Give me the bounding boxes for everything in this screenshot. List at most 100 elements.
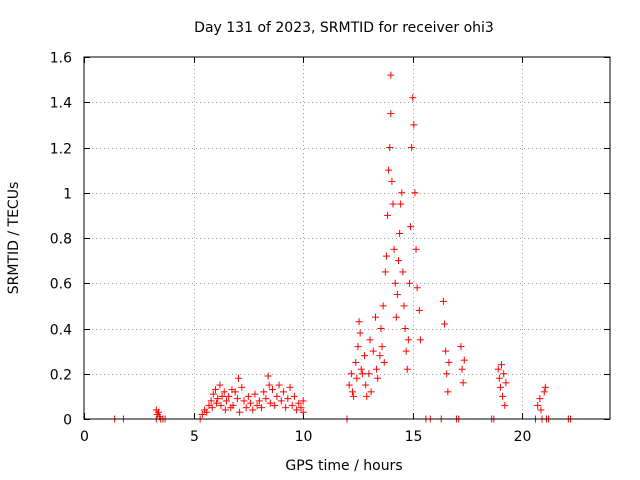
y-tick-label: 0.4 — [50, 323, 72, 339]
data-point — [358, 370, 366, 378]
data-point — [355, 318, 363, 326]
y-axis-title: SRMTID / TECUs — [6, 182, 22, 295]
data-point — [293, 406, 301, 414]
tick-labels: 0 5 10 15 20 0 0.2 0.4 0.6 0.8 1 1.2 1.4 1.6 — [50, 51, 532, 446]
data-point — [264, 372, 272, 380]
data-point — [268, 386, 276, 394]
data-point — [290, 392, 298, 400]
data-point — [265, 381, 273, 389]
data-point — [377, 325, 385, 332]
data-point — [238, 383, 246, 391]
data-point — [392, 313, 400, 321]
data-point — [499, 392, 507, 400]
data-point — [378, 343, 386, 351]
data-point — [299, 397, 307, 405]
data-point — [282, 404, 290, 412]
x-tick-label: 20 — [514, 429, 532, 445]
data-point — [443, 370, 451, 378]
data-point — [415, 306, 423, 314]
data-point — [387, 110, 395, 118]
data-point — [295, 399, 303, 407]
data-point — [409, 94, 417, 102]
data-point — [413, 284, 421, 292]
data-points — [111, 71, 575, 423]
data-point — [262, 395, 270, 403]
data-point — [299, 408, 307, 416]
data-point — [222, 397, 230, 405]
y-tick-label: 0.2 — [50, 368, 72, 384]
x-tick-label: 15 — [405, 429, 423, 445]
data-point — [244, 392, 252, 400]
data-point — [273, 392, 281, 400]
data-point — [396, 229, 404, 237]
data-point — [247, 399, 255, 407]
data-point — [260, 388, 268, 396]
data-point — [442, 347, 450, 355]
chart-title: Day 131 of 2023, SRMTID for receiver ohi… — [194, 20, 494, 36]
data-point — [458, 365, 466, 373]
data-point — [288, 401, 296, 409]
data-point — [367, 388, 375, 396]
y-tick-label: 1.2 — [50, 142, 72, 158]
data-point — [397, 200, 405, 208]
data-point — [500, 370, 508, 378]
data-point — [208, 404, 216, 412]
data-point — [258, 404, 266, 412]
data-point — [441, 320, 449, 328]
data-point — [216, 381, 224, 389]
data-point — [225, 392, 233, 400]
data-point — [385, 166, 393, 174]
axis-ticks — [84, 57, 610, 420]
data-point — [255, 397, 263, 405]
plot-frame — [83, 56, 611, 420]
data-point — [284, 395, 292, 403]
y-tick-label: 0.8 — [50, 232, 72, 248]
data-point — [391, 279, 399, 287]
data-point — [363, 392, 371, 400]
data-point — [365, 370, 373, 378]
grid-lines — [84, 57, 610, 419]
data-point — [388, 177, 396, 185]
data-point — [350, 392, 358, 400]
data-point — [501, 401, 509, 409]
data-point — [389, 200, 397, 208]
data-point — [236, 408, 244, 416]
data-point — [398, 189, 406, 197]
data-point — [416, 336, 424, 344]
data-point — [203, 408, 211, 416]
data-point — [402, 347, 410, 355]
data-point — [400, 302, 408, 310]
data-point — [411, 189, 419, 197]
data-point — [376, 352, 384, 360]
data-point — [534, 401, 542, 409]
x-tick-label: 0 — [80, 429, 89, 445]
data-point — [207, 397, 215, 405]
data-point — [209, 390, 217, 398]
data-point — [381, 268, 389, 276]
y-tick-label: 1.4 — [50, 96, 72, 112]
data-point — [231, 388, 239, 396]
data-point — [380, 358, 388, 366]
data-point — [357, 365, 365, 373]
data-point — [279, 388, 287, 396]
data-point — [494, 365, 502, 373]
data-point — [384, 211, 392, 219]
data-point — [354, 343, 362, 351]
data-point — [387, 71, 395, 79]
data-point — [457, 343, 465, 351]
data-point — [366, 336, 374, 344]
data-point — [395, 257, 403, 265]
data-point — [275, 381, 283, 389]
data-point — [345, 381, 353, 389]
data-point — [266, 399, 274, 407]
data-point — [404, 336, 412, 344]
data-point — [217, 401, 225, 409]
data-point — [382, 252, 390, 260]
data-point — [348, 388, 356, 396]
data-point — [286, 383, 294, 391]
data-point — [444, 388, 452, 396]
data-point — [212, 386, 219, 394]
data-point — [496, 383, 504, 391]
data-point — [362, 381, 370, 389]
